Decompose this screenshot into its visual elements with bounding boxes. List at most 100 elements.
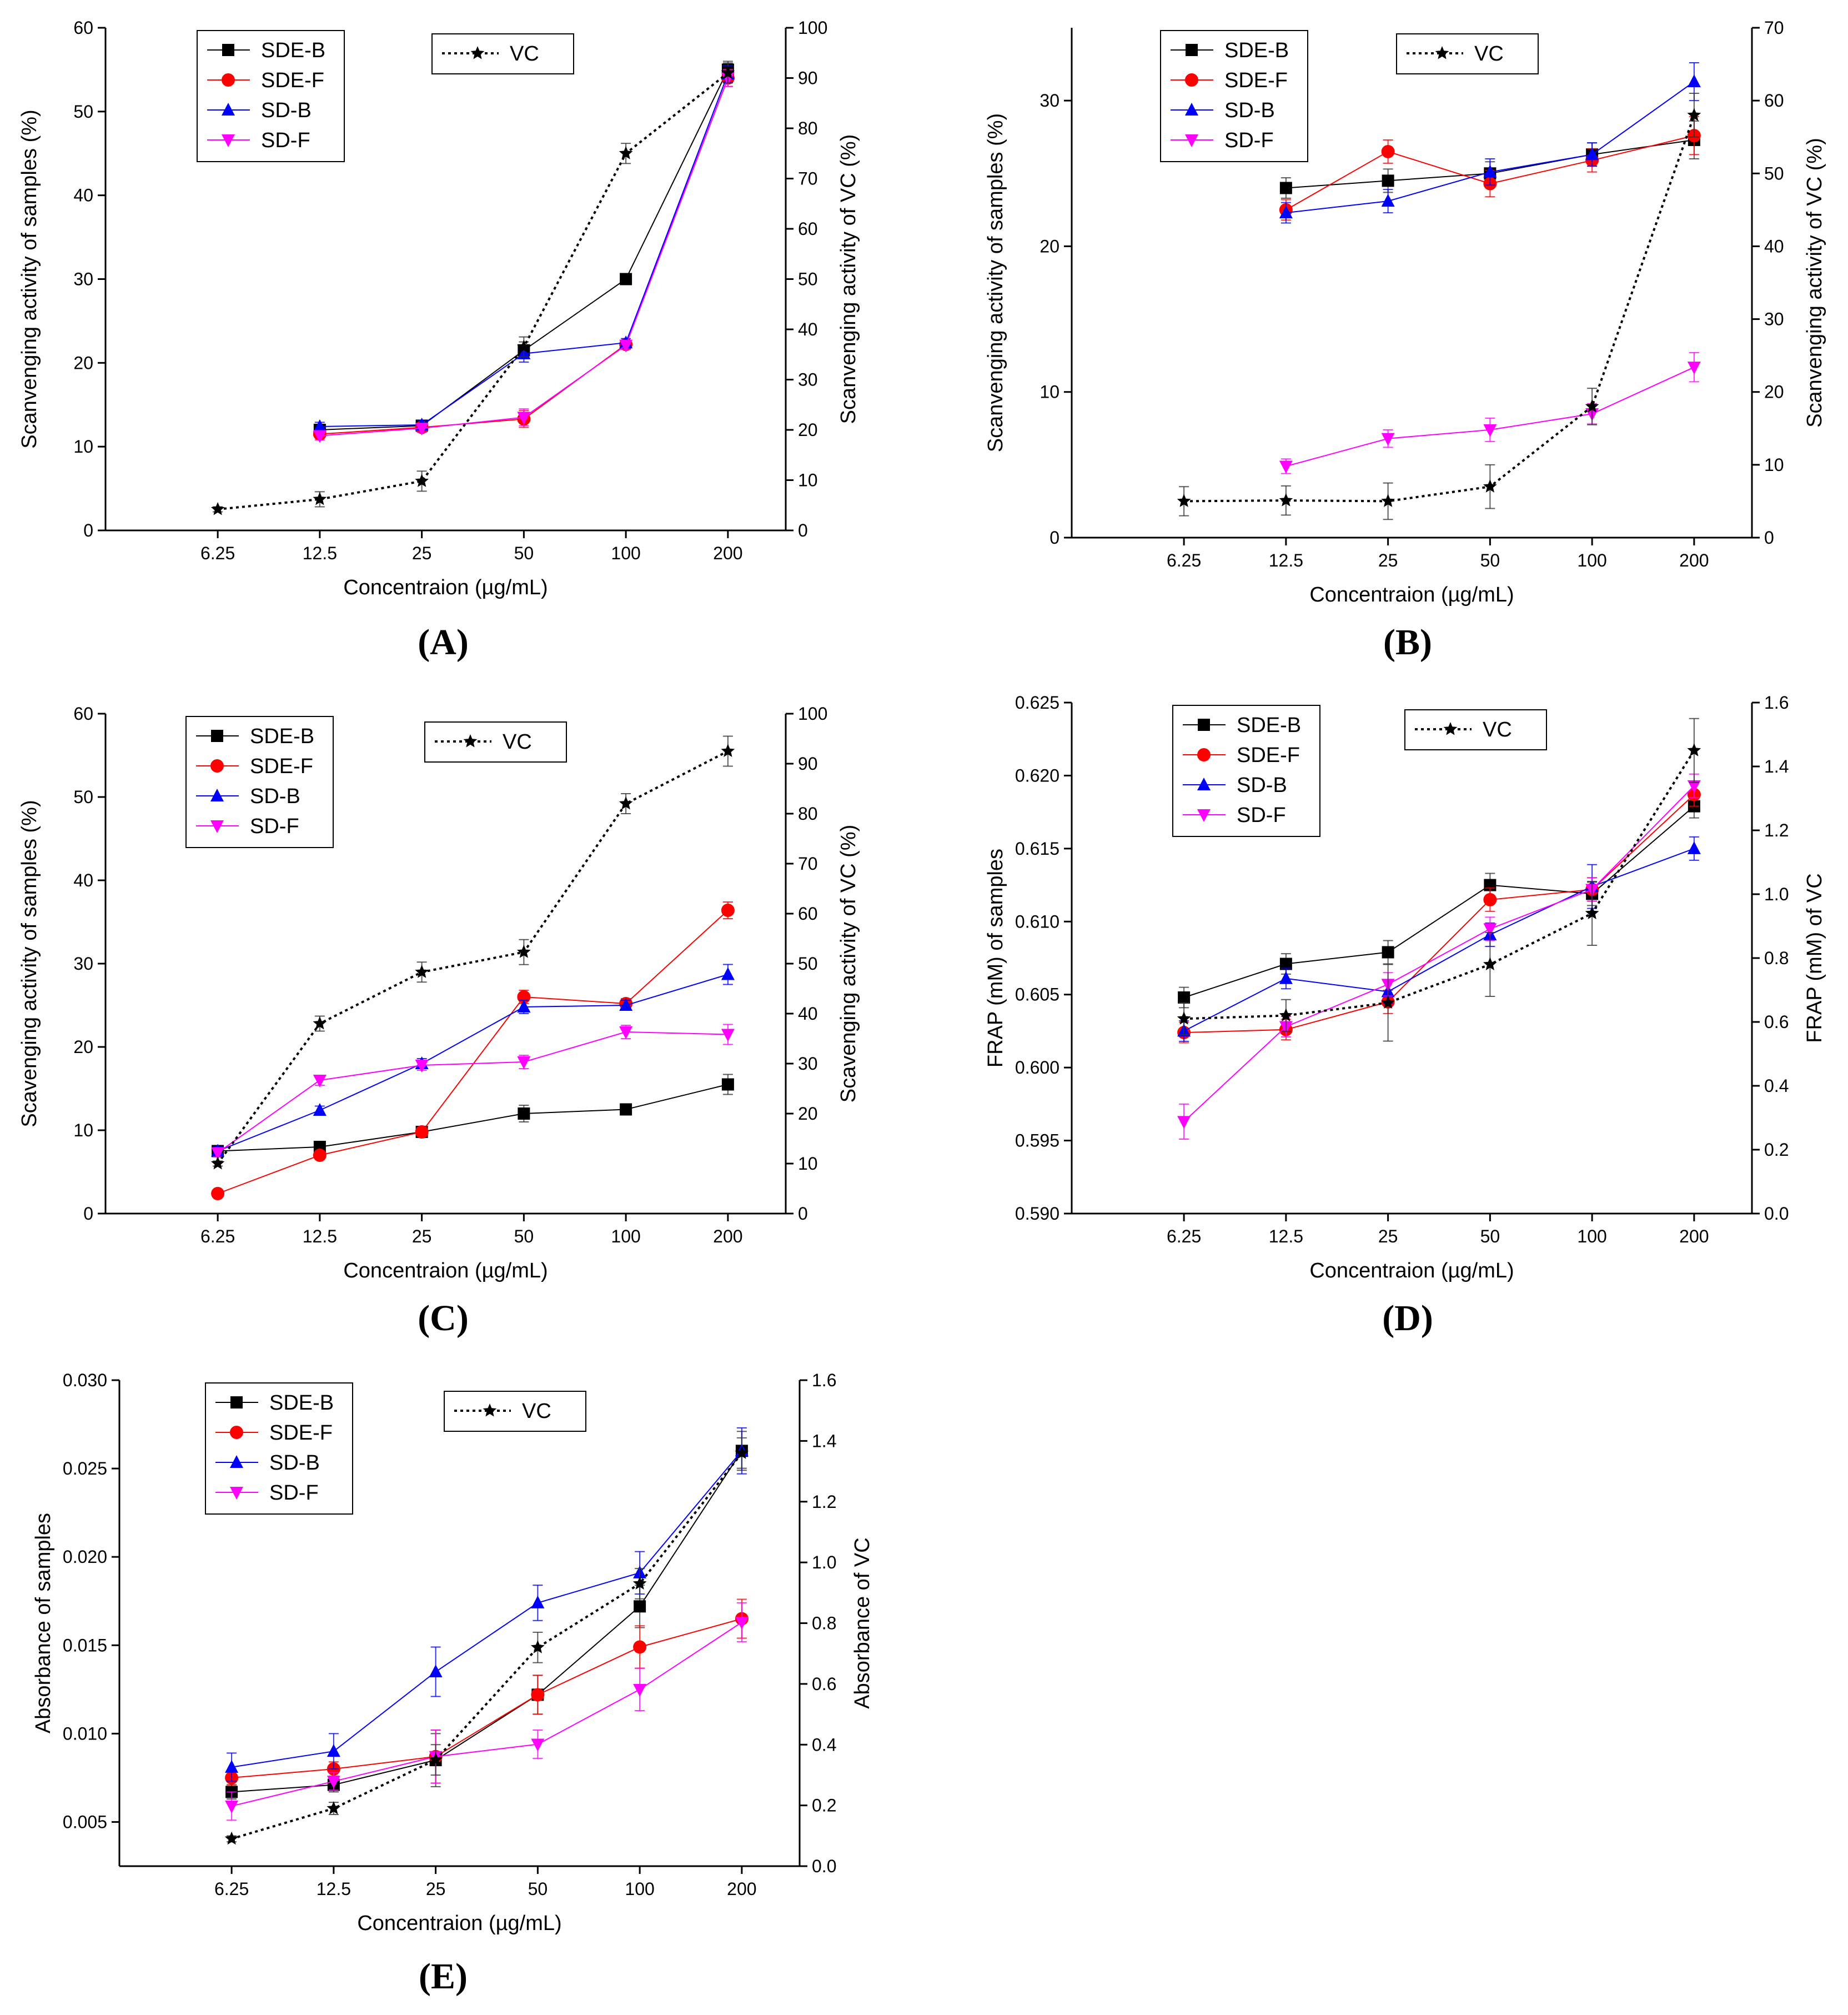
data-point-sd-b: [1381, 194, 1395, 207]
x-tick-label: 12.5: [303, 1226, 337, 1246]
data-point-vc: [415, 474, 429, 487]
y-axis-label: Scanvenging activity of samples (%): [984, 113, 1007, 452]
y2-tick-label: 1.4: [812, 1431, 836, 1451]
x-tick-label: 50: [514, 543, 534, 563]
y-tick-label: 0.020: [63, 1547, 107, 1567]
series-sde-f: [313, 69, 735, 441]
series-sd-b: [313, 64, 735, 432]
legend-box-vc: [424, 721, 567, 763]
legend-marker-vc: [483, 1404, 497, 1417]
y-tick-label: 50: [73, 102, 93, 122]
x-tick-label: 6.25: [1167, 1226, 1201, 1246]
y-tick-label: 0.590: [1015, 1204, 1059, 1224]
data-point-sd-b: [1687, 74, 1701, 88]
data-point-vc: [1585, 399, 1599, 413]
legend-marker: [222, 73, 235, 87]
series-sd-f: [313, 69, 735, 443]
x-tick-label: 50: [1480, 550, 1500, 570]
data-point-vc: [517, 945, 531, 958]
legend-label: SDE-F: [1224, 69, 1288, 92]
data-point-sd-f: [1483, 923, 1497, 936]
y-tick-label: 0.620: [1015, 765, 1059, 785]
y2-tick-label: 70: [1764, 18, 1784, 38]
x-tick-label: 12.5: [317, 1879, 351, 1899]
data-point-sd-f: [1483, 424, 1497, 437]
panel-letter: (A): [418, 622, 469, 663]
legend-marker: [210, 759, 224, 773]
legend-label-vc: VC: [503, 730, 532, 754]
y2-tick-label: 50: [798, 269, 818, 289]
y2-tick-label: 0.2: [812, 1796, 836, 1816]
data-point-vc: [1687, 743, 1701, 756]
data-point-sd-b: [1279, 971, 1293, 984]
panel-letter: (B): [1383, 622, 1432, 663]
data-point-vc: [517, 339, 531, 353]
x-tick-label: 100: [1577, 1226, 1606, 1246]
x-tick-label: 12.5: [1269, 550, 1303, 570]
x-tick-label: 100: [625, 1879, 654, 1899]
data-point-sde-b: [620, 273, 632, 285]
legend-label: SDE-F: [269, 1421, 333, 1445]
x-axis-label: Concentraion (µg/mL): [1309, 1259, 1514, 1282]
data-point-sde-f: [721, 904, 735, 917]
x-tick-label: 200: [727, 1879, 756, 1899]
y-tick-label: 0.615: [1015, 839, 1059, 859]
data-point-sde-f: [211, 1187, 225, 1200]
legend-label: SDE-B: [269, 1391, 334, 1415]
data-point-sd-b: [1585, 147, 1599, 161]
x-tick-label: 100: [1577, 550, 1606, 570]
legend-box-vc: [1396, 33, 1539, 74]
legend-box-vc: [444, 1391, 586, 1432]
y2-tick-label: 40: [798, 319, 818, 339]
legend-marker: [1185, 134, 1198, 147]
data-point-sd-b: [327, 1744, 340, 1757]
series-sd-f: [211, 1024, 735, 1160]
legend-marker: [1197, 748, 1211, 761]
y2-tick-label: 0.6: [812, 1674, 836, 1694]
series-sd-b: [211, 964, 735, 1157]
panel-a: 0 10 20 30 40 50 60 0 10 20 30 40 50 60 70 80 90 100 6.25 1…: [18, 18, 860, 663]
legend-label: SDE-B: [1224, 39, 1289, 62]
data-point-sd-f: [1687, 362, 1701, 375]
y2-tick-label: 1.4: [1764, 756, 1789, 776]
y2-tick-label: 70: [798, 854, 818, 874]
data-point-sd-f: [313, 430, 327, 443]
panel-d: 0.5900.5950.6000.6050.6100.6150.6200.625…: [984, 693, 1826, 1339]
data-point-vc: [210, 502, 225, 515]
x-tick-label: 100: [611, 1226, 640, 1246]
data-point-sd-b: [313, 419, 327, 432]
y-tick-label: 0.605: [1015, 985, 1059, 1005]
legend-label: SDE-B: [261, 39, 325, 62]
data-point-vc: [415, 965, 429, 978]
data-point-sd-f: [517, 412, 531, 425]
data-point-sd-b: [1483, 164, 1497, 178]
data-point-sd-f: [531, 1738, 545, 1752]
x-tick-label: 12.5: [1269, 1226, 1303, 1246]
data-point-vc: [1279, 1008, 1293, 1021]
y-tick-label: 10: [73, 1120, 93, 1140]
data-point-vc: [313, 492, 327, 505]
y2-tick-label: 100: [798, 18, 827, 38]
series-sde-f: [211, 901, 735, 1200]
series-sd-f: [1279, 352, 1701, 474]
legend-label-vc: VC: [510, 42, 539, 66]
y2-axis-label: Scanvenging activity of VC (%): [837, 134, 860, 424]
data-point-sd-f: [1279, 460, 1293, 474]
y2-tick-label: 30: [1764, 309, 1784, 329]
panel-c: 0 10 20 30 40 50 60 0 10 20 30 40 50 60 70 80 90 100 6.25 1…: [18, 704, 860, 1339]
y2-tick-label: 1.0: [1764, 884, 1789, 904]
panel-letter: (D): [1382, 1298, 1433, 1339]
y2-tick-label: 10: [798, 1154, 818, 1174]
y-axis-label: Scanvenging activity of samples (%): [18, 109, 41, 448]
y2-axis-label: Scanvenging activity of VC (%): [1803, 138, 1826, 428]
y2-tick-label: 0.4: [1764, 1076, 1789, 1096]
x-tick-label: 50: [528, 1879, 548, 1899]
legend-marker: [1198, 719, 1210, 731]
data-point-vc: [1585, 906, 1599, 919]
y-tick-label: 20: [1040, 236, 1059, 256]
y2-tick-label: 50: [1764, 163, 1784, 183]
data-point-sde-b: [620, 1103, 632, 1116]
y2-tick-label: 60: [1764, 91, 1784, 111]
y2-tick-label: 1.6: [812, 1370, 836, 1390]
legend-marker: [230, 1455, 243, 1468]
